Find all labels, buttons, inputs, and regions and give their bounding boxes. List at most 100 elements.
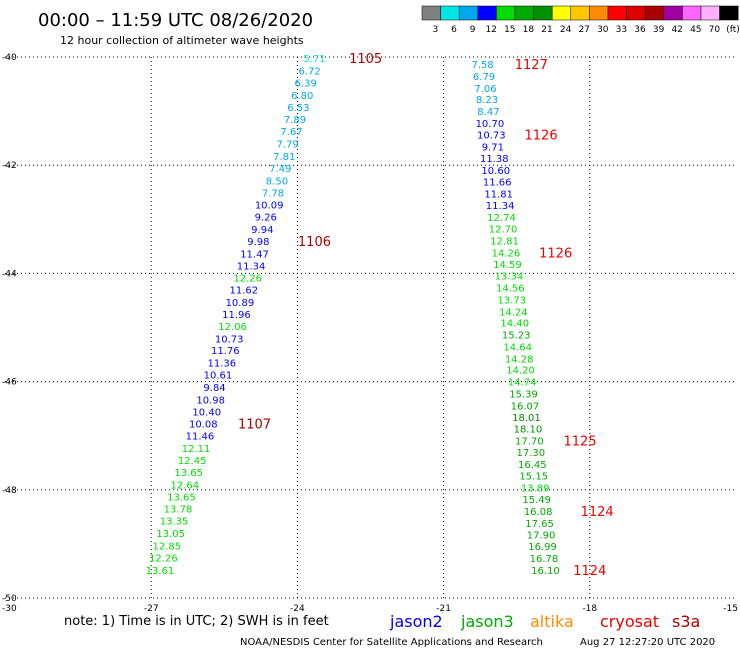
wave-height-colorbar: 3 6 9 12 15 18 21 24 27 30 33 36 39 42 45 70 (ft) bbox=[421, 5, 740, 35]
wave-height-value: 13.78 bbox=[164, 505, 193, 516]
colorbar-swatch bbox=[496, 5, 516, 21]
wave-height-value: 8.23 bbox=[476, 95, 498, 106]
colorbar-label: 39 bbox=[653, 25, 665, 35]
wave-height-value: 13.35 bbox=[160, 517, 189, 528]
wave-height-value: 10.89 bbox=[226, 298, 255, 309]
colorbar-label: 21 bbox=[541, 25, 552, 35]
wave-height-value: 14.20 bbox=[506, 366, 535, 377]
wave-height-value: 12.45 bbox=[178, 456, 207, 467]
wave-height-value: 17.90 bbox=[527, 531, 556, 542]
chart-title: 00:00 – 11:59 UTC 08/26/2020 bbox=[38, 10, 313, 31]
wave-height-value: 16.99 bbox=[528, 542, 557, 553]
plot-grid bbox=[5, 56, 736, 599]
colorbar-label: 3 bbox=[433, 25, 439, 35]
wave-height-value: 16.45 bbox=[518, 460, 547, 471]
wave-height-value: 14.74 bbox=[508, 378, 537, 389]
colorbar-label: 9 bbox=[470, 25, 476, 35]
wave-height-value: 12.06 bbox=[218, 322, 247, 333]
wave-height-value: 11.46 bbox=[186, 432, 215, 443]
chart-subtitle: 12 hour collection of altimeter wave hei… bbox=[60, 34, 304, 47]
colorbar-swatch bbox=[440, 5, 460, 21]
wave-height-value: 7.79 bbox=[277, 140, 299, 151]
legend-item: s3a bbox=[672, 612, 700, 631]
wave-height-value: 16.10 bbox=[531, 566, 560, 577]
wave-height-value: 8.50 bbox=[266, 176, 288, 187]
colorbar-label: 36 bbox=[634, 25, 646, 35]
axis-tick-labels: -30 -27 -24 -21 -18 -15 -40 -42 -44 -46 -48 -50 bbox=[2, 53, 738, 614]
wave-height-value: 7.49 bbox=[269, 164, 291, 175]
wave-height-value: 10.60 bbox=[481, 166, 510, 177]
wave-height-value: 11.34 bbox=[237, 261, 266, 272]
colorbar-swatch bbox=[477, 5, 497, 21]
time-label: 1124 bbox=[581, 505, 614, 520]
y-tick-label: -42 bbox=[2, 161, 17, 171]
time-labels: 1105 1106 1107 1127 1126 1126 1125 1124 1124 bbox=[238, 52, 614, 579]
wave-height-value: 7.06 bbox=[474, 84, 496, 95]
colorbar-swatch bbox=[589, 5, 609, 21]
wave-height-value: 8.47 bbox=[477, 107, 499, 118]
colorbar-swatch bbox=[533, 5, 553, 21]
wave-height-value: 5.71 bbox=[303, 54, 325, 65]
colorbar-swatch bbox=[626, 5, 646, 21]
wave-height-value: 17.65 bbox=[525, 519, 554, 530]
wave-height-value: 9.98 bbox=[247, 237, 269, 248]
wave-height-value: 9.26 bbox=[255, 213, 277, 224]
wave-height-value: 10.08 bbox=[189, 419, 218, 430]
wave-height-value: 15.23 bbox=[502, 331, 531, 342]
colorbar-label: 6 bbox=[451, 25, 457, 35]
wave-height-value: 14.26 bbox=[492, 248, 521, 259]
colorbar-swatch bbox=[551, 5, 572, 21]
colorbar-swatch bbox=[514, 5, 534, 21]
wave-height-value: 12.26 bbox=[233, 274, 262, 285]
time-label: 1106 bbox=[298, 235, 331, 250]
wave-height-value: 10.61 bbox=[204, 371, 233, 382]
wave-height-value: 7.81 bbox=[273, 152, 295, 163]
wave-height-value: 9.84 bbox=[203, 383, 225, 394]
wave-height-value: 11.76 bbox=[211, 346, 240, 357]
colorbar-swatch bbox=[682, 5, 702, 21]
colorbar-swatch bbox=[458, 5, 479, 21]
colorbar-label: 30 bbox=[597, 25, 609, 35]
time-label: 1127 bbox=[515, 58, 548, 73]
satellite-legend: jason2 jason3 altika cryosat s3a bbox=[389, 612, 700, 631]
wave-height-value: 12.70 bbox=[489, 224, 518, 235]
wave-height-value: 13.61 bbox=[146, 566, 175, 577]
wave-height-value: 13.65 bbox=[174, 468, 203, 479]
wave-height-value: 11.38 bbox=[480, 154, 509, 165]
colorbar-label: 70 bbox=[709, 25, 721, 35]
wave-height-value: 12.81 bbox=[490, 236, 519, 247]
colorbar-swatch bbox=[644, 5, 665, 21]
wave-height-value: 11.36 bbox=[208, 359, 237, 370]
wave-height-value: 11.34 bbox=[486, 201, 515, 212]
colorbar-swatch bbox=[663, 5, 683, 21]
legend-item: altika bbox=[530, 612, 574, 631]
wave-height-value: 11.96 bbox=[222, 310, 251, 321]
colorbar-label: (ft) bbox=[726, 25, 740, 35]
wave-height-value: 13.34 bbox=[495, 272, 524, 283]
y-tick-label: -50 bbox=[2, 594, 17, 604]
wave-height-value: 6.39 bbox=[295, 78, 317, 89]
wave-height-value: 12.64 bbox=[171, 480, 200, 491]
colorbar-label: 15 bbox=[504, 25, 515, 35]
wave-height-value: 10.73 bbox=[477, 130, 506, 141]
time-label: 1126 bbox=[525, 128, 558, 143]
legend-item: cryosat bbox=[600, 612, 659, 631]
colorbar-label: 12 bbox=[485, 25, 496, 35]
x-tick-label: -27 bbox=[144, 604, 159, 614]
wave-height-value: 11.81 bbox=[484, 189, 513, 200]
wave-height-value: 10.98 bbox=[196, 395, 225, 406]
colorbar-label: 27 bbox=[578, 25, 589, 35]
colorbar-label: 18 bbox=[523, 25, 535, 35]
wave-height-value: 10.73 bbox=[215, 334, 244, 345]
wave-height-value: 11.62 bbox=[229, 286, 258, 297]
wave-height-value: 11.66 bbox=[483, 177, 512, 188]
colorbar-label: 24 bbox=[560, 25, 572, 35]
wave-height-value: 12.85 bbox=[152, 542, 181, 553]
wave-height-value: 18.01 bbox=[512, 413, 541, 424]
footer-credit: NOAA/NESDIS Center for Satellite Applica… bbox=[240, 637, 543, 648]
wave-height-value: 12.74 bbox=[487, 213, 516, 224]
wave-height-value: 17.30 bbox=[517, 448, 546, 459]
wave-height-value: 16.08 bbox=[524, 507, 553, 518]
colorbar-swatch bbox=[719, 5, 739, 21]
